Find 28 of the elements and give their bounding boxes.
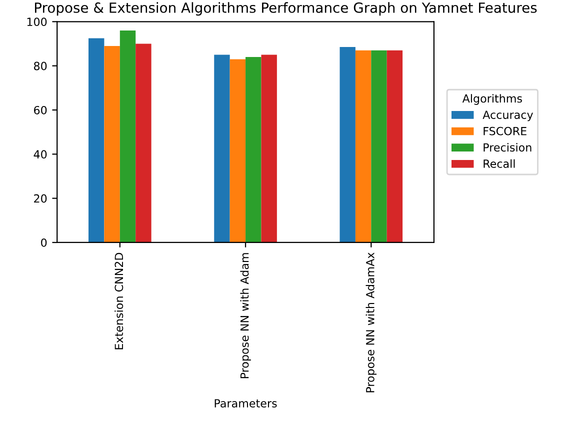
- x-tick-label: Propose NN with Adam: [240, 253, 251, 378]
- bar: [104, 46, 120, 242]
- legend-label: Accuracy: [482, 110, 534, 122]
- y-tick-label: 40: [34, 150, 47, 159]
- bar: [136, 44, 152, 242]
- bar: [230, 59, 246, 242]
- bar: [355, 50, 372, 242]
- bar: [88, 38, 104, 242]
- legend-label: FSCORE: [484, 126, 526, 136]
- y-tick-label: 80: [34, 62, 47, 70]
- bar: [371, 50, 387, 242]
- legend-label: Recall: [484, 159, 515, 168]
- bar: [214, 54, 230, 242]
- legend-title: Algorithms: [462, 94, 522, 105]
- chart-title: Propose & Extension Algorithms Performance Graph on Yamnet Features: [35, 2, 537, 16]
- bar: [261, 54, 277, 242]
- x-tick-label: Extension CNN2D: [114, 252, 124, 350]
- x-axis-title: Parameters: [214, 399, 277, 408]
- y-tick-label: 20: [34, 194, 47, 203]
- y-tick-label: 0: [41, 238, 47, 247]
- bar: [340, 47, 356, 242]
- bar: [246, 56, 262, 242]
- legend-label: Precision: [484, 142, 532, 152]
- x-tick-label: Propose NN with AdamAx: [366, 252, 377, 392]
- bar: [386, 50, 403, 242]
- y-tick-label: 100: [27, 18, 47, 26]
- y-tick-label: 60: [34, 106, 47, 114]
- bar: [120, 30, 136, 242]
